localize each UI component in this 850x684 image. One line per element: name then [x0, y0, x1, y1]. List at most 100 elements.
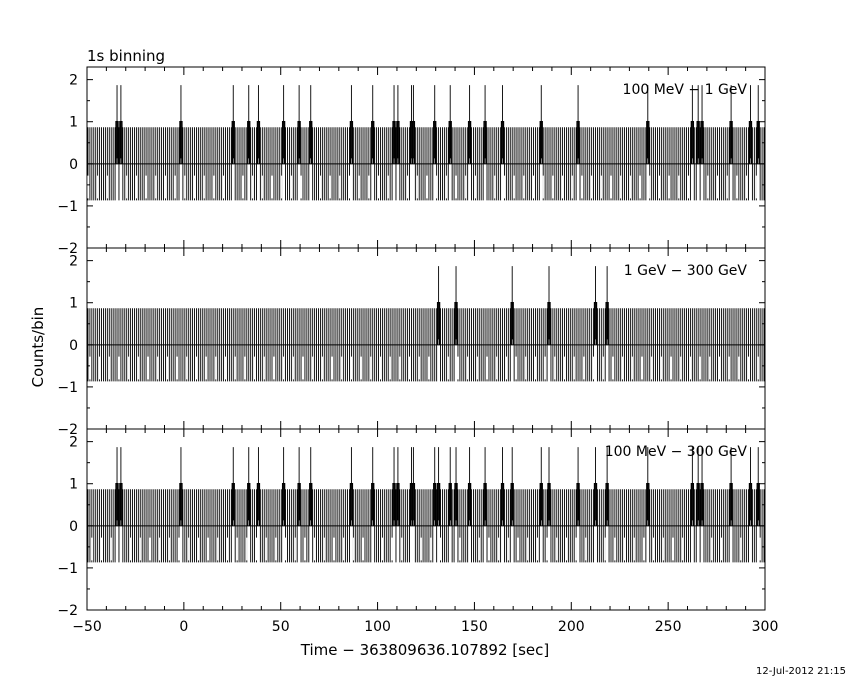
y-tick-label: 0	[69, 338, 78, 354]
count-bin	[576, 121, 580, 164]
count-bin	[547, 302, 551, 345]
count-bin	[646, 483, 650, 526]
count-bin	[411, 483, 416, 526]
count-bin	[411, 121, 416, 164]
count-bin	[436, 302, 441, 345]
count-bin	[593, 302, 598, 345]
y-tick-label: −2	[57, 241, 78, 257]
energy-band-label: 1 GeV − 300 GeV	[624, 263, 748, 279]
count-bin	[433, 483, 437, 526]
count-bin	[605, 302, 609, 345]
count-bin	[231, 121, 235, 164]
count-bin	[510, 302, 514, 345]
count-bin	[349, 121, 354, 164]
count-bin	[539, 483, 543, 526]
count-bin	[392, 483, 396, 526]
count-bin	[500, 121, 505, 164]
y-tick-label: 0	[69, 519, 78, 535]
count-bin	[119, 121, 123, 164]
count-bin	[179, 121, 183, 164]
x-tick-label: 100	[364, 619, 391, 635]
count-bin	[247, 121, 251, 164]
count-bin	[696, 121, 700, 164]
bin-gap-marks	[87, 175, 757, 199]
count-bin	[467, 483, 472, 526]
count-bin	[371, 483, 375, 526]
count-bin	[119, 483, 123, 526]
count-bin	[700, 483, 704, 526]
count-bin	[483, 483, 487, 526]
count-bin	[281, 483, 286, 526]
count-bin	[748, 121, 753, 164]
count-bin	[349, 483, 354, 526]
count-bin	[729, 483, 733, 526]
count-bin	[454, 483, 458, 526]
count-bin	[729, 121, 733, 164]
count-bin	[700, 121, 704, 164]
energy-band-label: 100 MeV − 1 GeV	[623, 82, 748, 98]
count-bin	[500, 483, 505, 526]
y-tick-label: 2	[69, 254, 78, 270]
count-bin	[756, 121, 760, 164]
y-tick-label: 1	[69, 296, 78, 312]
panel-frame	[86, 428, 766, 611]
count-bin	[605, 483, 609, 526]
x-tick-label: 300	[752, 619, 779, 635]
y-tick-label: −2	[57, 422, 78, 438]
x-tick-label: −50	[72, 619, 102, 635]
count-bin	[510, 483, 514, 526]
count-bin	[231, 483, 235, 526]
timestamp: 12-Jul-2012 21:15	[756, 666, 846, 677]
y-tick-label: 1	[69, 477, 78, 493]
count-bin	[115, 121, 119, 164]
count-bin	[547, 483, 551, 526]
panel-2: −2 −1 0 1 2 1 GeV − 300 GeV	[57, 247, 766, 438]
x-axis-title: Time − 363809636.107892 [sec]	[300, 641, 550, 659]
count-bin	[309, 121, 313, 164]
count-bin	[297, 483, 301, 526]
count-bin	[539, 121, 543, 164]
count-bin	[281, 121, 286, 164]
count-bin	[690, 483, 695, 526]
bin-gap-marks	[89, 356, 759, 380]
count-bin	[646, 121, 650, 164]
count-bin	[748, 483, 753, 526]
count-bin	[483, 121, 487, 164]
x-tick-label: 150	[461, 619, 488, 635]
count-bin	[247, 483, 251, 526]
panel-1: −2 −1 0 1 2 100 MeV − 1 GeV	[57, 66, 766, 257]
count-bin	[256, 121, 261, 164]
count-bin	[448, 121, 452, 164]
count-bin	[696, 483, 700, 526]
y-tick-label: −1	[57, 380, 78, 396]
count-bin	[396, 483, 400, 526]
y-axis-title: Counts/bin	[29, 307, 47, 388]
count-bin	[396, 121, 400, 164]
count-bin	[467, 121, 472, 164]
count-bin	[454, 302, 458, 345]
y-tick-label: −2	[57, 603, 78, 619]
y-tick-label: 2	[69, 435, 78, 451]
y-tick-label: 1	[69, 115, 78, 131]
chart-title: 1s binning	[87, 47, 165, 65]
y-tick-label: −1	[57, 561, 78, 577]
count-bin	[576, 483, 580, 526]
count-bin	[448, 483, 452, 526]
count-bin	[371, 121, 375, 164]
x-tick-label: 250	[655, 619, 682, 635]
count-bin	[179, 483, 183, 526]
count-bin	[433, 121, 437, 164]
x-tick-label: 200	[558, 619, 585, 635]
count-bin	[756, 483, 760, 526]
x-tick-label: 0	[179, 619, 188, 635]
count-bin	[115, 483, 119, 526]
count-bin	[256, 483, 261, 526]
energy-band-label: 100 MeV − 300 GeV	[605, 444, 748, 460]
count-bin	[392, 121, 396, 164]
count-bin	[297, 121, 301, 164]
count-bin	[309, 483, 313, 526]
y-tick-label: −1	[57, 199, 78, 215]
count-bin	[436, 483, 441, 526]
